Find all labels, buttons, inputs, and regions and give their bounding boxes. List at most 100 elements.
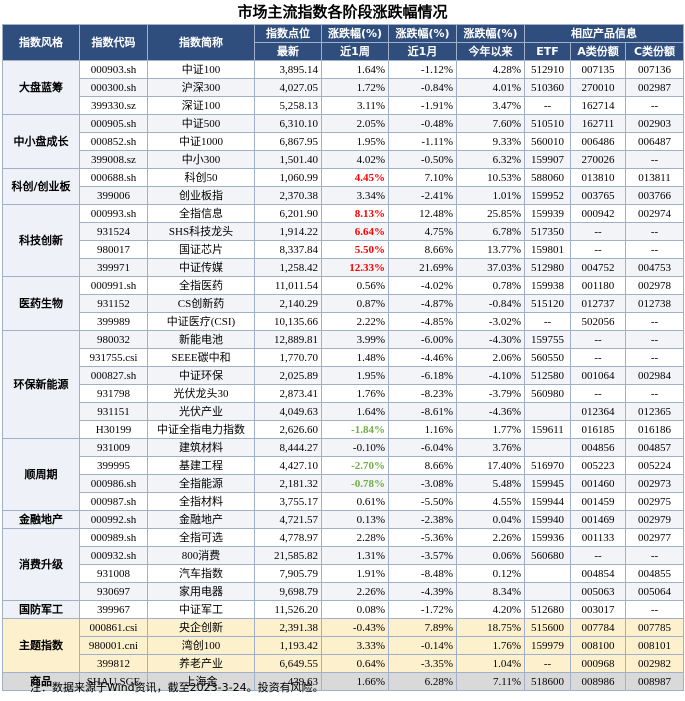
cell-week: 0.56% <box>321 276 389 295</box>
group-label: 顺周期 <box>2 438 80 511</box>
cell-a: 008986 <box>570 672 626 691</box>
cell-c: -- <box>624 348 685 367</box>
group-label: 环保新能源 <box>2 330 80 439</box>
cell-a: 004752 <box>570 258 626 277</box>
cell-etf: 159940 <box>524 510 571 529</box>
cell-name: 中证军工 <box>147 600 255 619</box>
header-row: 指数风格 指数代码 指数简称 指数点位 涨跌幅(%) 涨跌幅(%) 涨跌幅(%) 相应产品信息 <box>2 24 685 61</box>
cell-name: 家用电器 <box>147 582 255 601</box>
cell-code: SHAU.SGE <box>79 672 148 691</box>
cell-name: 汽车指数 <box>147 564 255 583</box>
cell-code: 931151 <box>79 402 148 421</box>
cell-latest: 3,895.14 <box>254 60 322 79</box>
cell-latest: 4,427.10 <box>254 456 322 475</box>
table-header: 指数风格 指数代码 指数简称 指数点位 涨跌幅(%) 涨跌幅(%) 涨跌幅(%) 相应产品信息… <box>2 24 685 61</box>
cell-month: 4.75% <box>388 222 457 241</box>
cell-latest: 2,181.32 <box>254 474 322 493</box>
cell-latest: 9,698.79 <box>254 582 322 601</box>
cell-week: -0.10% <box>321 438 389 457</box>
cell-a: 270010 <box>570 78 626 97</box>
cell-c: 002903 <box>624 114 685 133</box>
cell-a: -- <box>570 546 626 565</box>
cell-etf: -- <box>524 96 571 115</box>
cell-ytd: 4.20% <box>456 600 525 619</box>
cell-month: -4.02% <box>388 276 457 295</box>
cell-ytd: 1.76% <box>456 636 525 655</box>
cell-name: 金融地产 <box>147 510 255 529</box>
cell-latest: 6,649.55 <box>254 654 322 673</box>
cell-a: -- <box>570 240 626 259</box>
cell-ytd: 0.78% <box>456 276 525 295</box>
title: 市场主流指数各阶段涨跌幅情况 <box>237 3 448 21</box>
data-row: 000827.sh 中证环保 2,025.89 1.95% -6.18% -4.10% 51… <box>3 366 685 385</box>
group-label: 商品 <box>2 672 80 691</box>
cell-ytd: 2.26% <box>456 528 525 547</box>
data-row: 399995 基建工程 4,427.10 -2.70% 8.66% 17.40% 51697… <box>3 456 685 475</box>
cell-latest: 11,011.54 <box>254 276 322 295</box>
cell-code: 000852.sh <box>79 132 148 151</box>
cell-c: 002987 <box>624 78 685 97</box>
cell-ytd: -0.84% <box>456 294 525 313</box>
cell-etf: 159907 <box>524 150 571 169</box>
cell-c: 002984 <box>624 366 685 385</box>
cell-code: 399967 <box>79 600 148 619</box>
footnote: 注：数据来源于Wind资讯，截至2023-3-24。投资有风险。 <box>30 681 324 694</box>
cell-week: 1.91% <box>321 564 389 583</box>
cell-month: 21.69% <box>388 258 457 277</box>
cell-etf <box>524 438 571 457</box>
cell-name: 湾创100 <box>147 636 255 655</box>
cell-ytd: 10.53% <box>456 168 525 187</box>
cell-week: -2.70% <box>321 456 389 475</box>
data-row: 环保新能源 980032 新能电池 12,889.81 3.99% -6.00% -4.30… <box>2 330 685 439</box>
cell-ytd: 25.85% <box>456 204 525 223</box>
subcolumn-header: 近1周 <box>321 42 389 61</box>
cell-month: -1.12% <box>388 60 457 79</box>
cell-etf: 159801 <box>524 240 571 259</box>
cell-latest: 2,025.89 <box>254 366 322 385</box>
cell-week: 1.48% <box>321 348 389 367</box>
cell-code: 000300.sh <box>79 78 148 97</box>
cell-a: 007784 <box>570 618 626 637</box>
cell-month: -1.11% <box>388 132 457 151</box>
cell-code: 930697 <box>79 582 148 601</box>
cell-ytd: 3.76% <box>456 438 525 457</box>
cell-code: 980017 <box>79 240 148 259</box>
cell-week: 0.64% <box>321 654 389 673</box>
cell-etf: 510360 <box>524 78 571 97</box>
cell-week: 4.02% <box>321 150 389 169</box>
cell-a: 000968 <box>570 654 626 673</box>
cell-month: -5.36% <box>388 528 457 547</box>
column-header: 指数点位 <box>254 24 322 43</box>
cell-ytd: 1.04% <box>456 654 525 673</box>
cell-c: 002978 <box>624 276 685 295</box>
cell-name: 全指医药 <box>147 276 255 295</box>
cell-code: 399971 <box>79 258 148 277</box>
cell-name: SEEE碳中和 <box>147 348 255 367</box>
cell-latest: 4,027.05 <box>254 78 322 97</box>
cell-month: -2.38% <box>388 510 457 529</box>
cell-code: 000903.sh <box>79 60 148 79</box>
cell-name: 深证100 <box>147 96 255 115</box>
cell-a: 012364 <box>570 402 626 421</box>
group-label: 科技创新 <box>2 204 80 277</box>
cell-latest: 2,873.41 <box>254 384 322 403</box>
cell-month: 1.16% <box>388 420 457 439</box>
cell-a: 162711 <box>570 114 626 133</box>
cell-c: 012738 <box>624 294 685 313</box>
column-header: 指数代码 <box>79 24 148 61</box>
cell-c: 006487 <box>624 132 685 151</box>
group-label: 消费升级 <box>2 528 80 601</box>
cell-ytd: 4.28% <box>456 60 525 79</box>
cell-etf: 560980 <box>524 384 571 403</box>
column-header: 指数简称 <box>147 24 255 61</box>
cell-c: 004753 <box>624 258 685 277</box>
subcolumn-header: ETF <box>524 42 571 61</box>
cell-ytd: 0.06% <box>456 546 525 565</box>
data-row: 399008.sz 中小300 1,501.40 4.02% -0.50% 6.32% 15… <box>3 150 685 169</box>
cell-name: 全指可选 <box>147 528 255 547</box>
group-label: 科创/创业板 <box>2 168 80 205</box>
cell-c: 002977 <box>624 528 685 547</box>
cell-week: -0.78% <box>321 474 389 493</box>
cell-etf: 560550 <box>524 348 571 367</box>
